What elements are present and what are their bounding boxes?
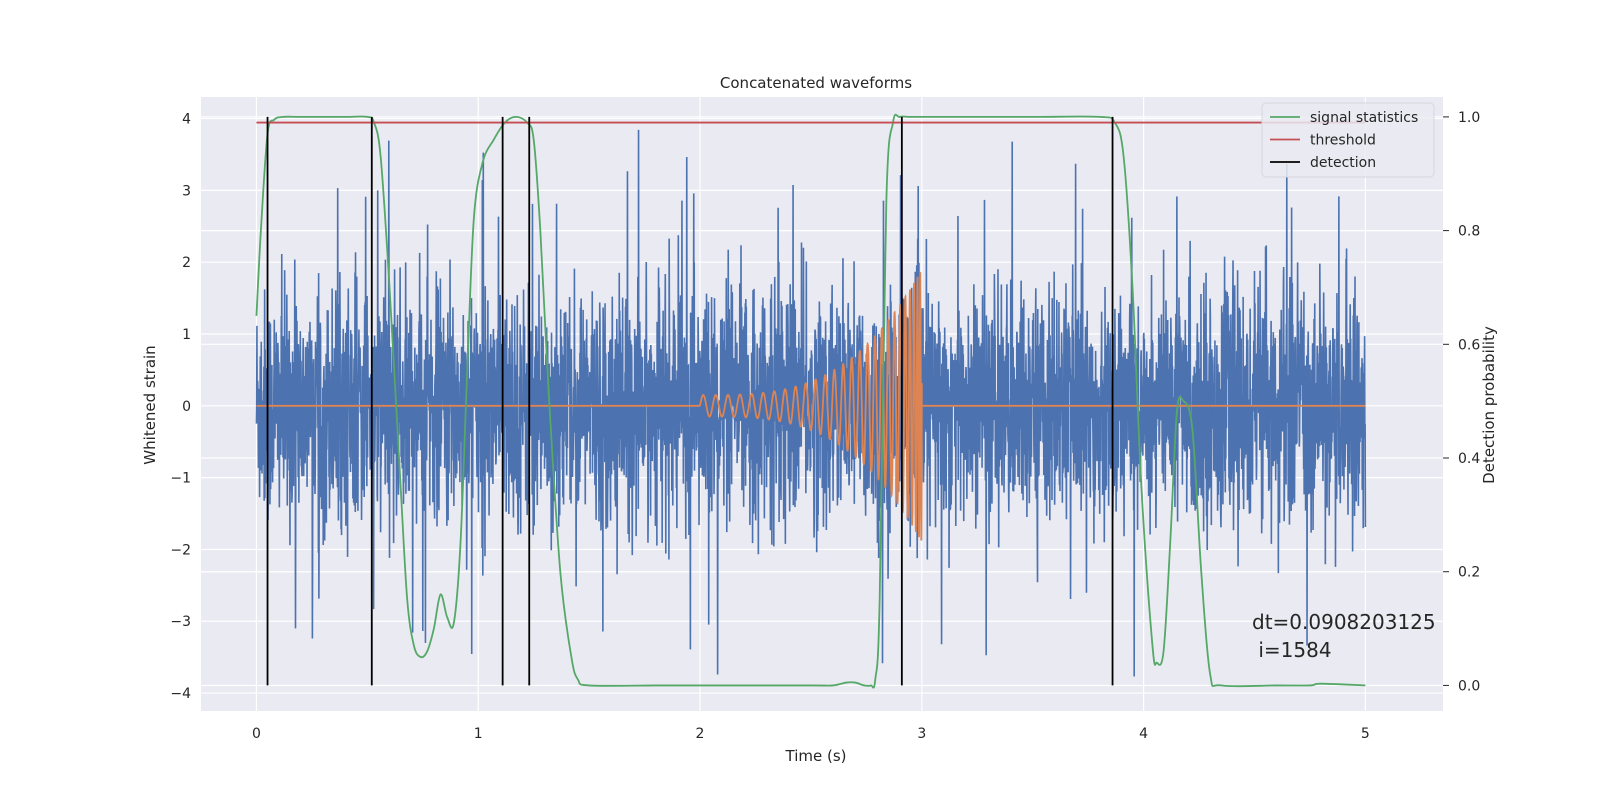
x-tick-label-3: 3: [917, 726, 926, 742]
y-axis-right-label: Detection probability: [1480, 326, 1498, 484]
y-tick-label-7: 3: [182, 183, 191, 199]
y-right-tick-label-4: 0.8: [1458, 224, 1480, 240]
y-tick-label-6: 2: [182, 255, 191, 271]
x-tick-label-2: 2: [696, 726, 705, 742]
x-tick-label-1: 1: [474, 726, 483, 742]
chirp-series: [699, 272, 923, 541]
x-tick-label-4: 4: [1139, 726, 1148, 742]
y-right-tick-label-0: 0.0: [1458, 678, 1480, 694]
x-axis-label: Time (s): [785, 747, 847, 765]
y-tick-label-2: −2: [170, 542, 191, 558]
y-right-tick-label-3: 0.6: [1458, 337, 1480, 353]
axes: 0 1 2 3 4 5 −4 −3 −2 −1 0 1 2 3 4 0.0 0.2 0.4 0.6 0.8 1.0: [170, 110, 1480, 742]
legend-label-1: threshold: [1310, 133, 1376, 149]
x-tick-label-0: 0: [252, 726, 261, 742]
y-tick-label-4: 0: [182, 399, 191, 415]
chart-title: Concatenated waveforms: [720, 74, 912, 92]
y-right-tick-label-1: 0.2: [1458, 565, 1480, 581]
series-layer: [255, 113, 1367, 689]
y-right-tick-label-5: 1.0: [1458, 110, 1480, 126]
legend: signal statistics threshold detection: [1261, 102, 1435, 178]
y-axis-label: Whitened strain: [141, 345, 159, 464]
signal-statistics-line: [255, 113, 1366, 689]
legend-label-2: detection: [1310, 155, 1376, 171]
x-tick-label-5: 5: [1361, 726, 1370, 742]
legend-label-0: signal statistics: [1310, 110, 1418, 126]
annotation-i: i=1584: [1252, 638, 1332, 662]
y-tick-label-8: 4: [182, 112, 191, 128]
legend-box: [1261, 102, 1435, 178]
y-tick-label-5: 1: [182, 327, 191, 343]
y-tick-label-1: −3: [170, 614, 191, 630]
annotation-dt: dt=0.0908203125: [1252, 610, 1436, 634]
y-right-tick-label-2: 0.4: [1458, 451, 1480, 467]
y-tick-label-0: −4: [170, 686, 191, 702]
y-tick-label-3: −1: [170, 471, 191, 487]
